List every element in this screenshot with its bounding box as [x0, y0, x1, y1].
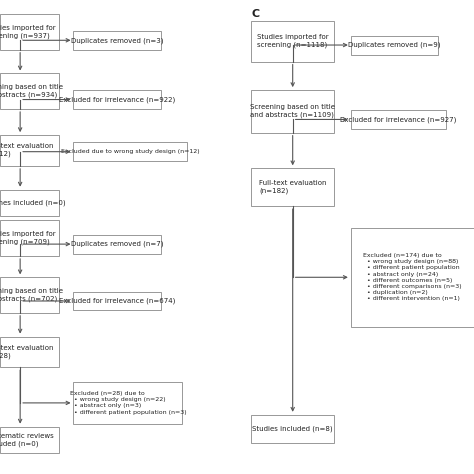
Text: Duplicates removed (n=9): Duplicates removed (n=9) [348, 42, 441, 48]
Text: Full-text evaluation
(n=28): Full-text evaluation (n=28) [0, 345, 54, 359]
Text: Full-text evaluation
(n=12): Full-text evaluation (n=12) [0, 144, 54, 157]
Text: Screening based on title
and abstracts (n=934): Screening based on title and abstracts (… [0, 84, 63, 98]
FancyBboxPatch shape [251, 415, 334, 443]
FancyBboxPatch shape [351, 110, 446, 129]
Text: Excluded (n=28) due to
  • wrong study design (n=22)
  • abstract only (n=3)
  •: Excluded (n=28) due to • wrong study des… [70, 391, 186, 415]
Text: Excluded due to wrong study design (n=12): Excluded due to wrong study design (n=12… [61, 149, 200, 154]
FancyBboxPatch shape [0, 337, 59, 367]
FancyBboxPatch shape [0, 14, 59, 50]
FancyBboxPatch shape [73, 31, 161, 50]
Text: Studies imported for
screening (n=937): Studies imported for screening (n=937) [0, 25, 56, 39]
FancyBboxPatch shape [0, 190, 59, 216]
Text: Excluded for irrelevance (n=922): Excluded for irrelevance (n=922) [59, 96, 175, 103]
Text: Duplicates removed (n=3): Duplicates removed (n=3) [71, 37, 164, 44]
Text: Studies imported for
screening (n=709): Studies imported for screening (n=709) [0, 231, 56, 245]
Text: Excluded (n=174) due to
  • wrong study design (n=88)
  • different patient popu: Excluded (n=174) due to • wrong study de… [363, 253, 462, 301]
FancyBboxPatch shape [73, 292, 161, 310]
Text: Duplicates removed (n=7): Duplicates removed (n=7) [71, 241, 164, 247]
Text: Excluded for irrelevance (n=927): Excluded for irrelevance (n=927) [340, 116, 456, 123]
Text: Full-text evaluation
(n=182): Full-text evaluation (n=182) [259, 180, 327, 194]
Text: Studies imported for
screening (n=1118): Studies imported for screening (n=1118) [257, 35, 328, 48]
Text: Excluded for irrelevance (n=674): Excluded for irrelevance (n=674) [59, 298, 175, 304]
Text: Studies included (n=8): Studies included (n=8) [252, 426, 333, 432]
FancyBboxPatch shape [251, 90, 334, 133]
Text: Screening based on title
and abstracts (n=702): Screening based on title and abstracts (… [0, 288, 63, 302]
FancyBboxPatch shape [351, 228, 474, 327]
Text: Systematic reviews
included (n=0): Systematic reviews included (n=0) [0, 433, 54, 447]
FancyBboxPatch shape [0, 277, 59, 313]
FancyBboxPatch shape [351, 36, 438, 55]
FancyBboxPatch shape [0, 427, 59, 453]
FancyBboxPatch shape [251, 168, 334, 206]
Text: Screening based on title
and abstracts (n=1109): Screening based on title and abstracts (… [250, 104, 335, 118]
FancyBboxPatch shape [73, 90, 161, 109]
FancyBboxPatch shape [251, 21, 334, 62]
FancyBboxPatch shape [73, 142, 187, 161]
FancyBboxPatch shape [0, 135, 59, 166]
Text: Guidelines included (n=0): Guidelines included (n=0) [0, 200, 66, 206]
FancyBboxPatch shape [73, 235, 161, 254]
FancyBboxPatch shape [0, 73, 59, 109]
Text: C: C [251, 9, 259, 19]
FancyBboxPatch shape [0, 220, 59, 256]
FancyBboxPatch shape [73, 382, 182, 424]
